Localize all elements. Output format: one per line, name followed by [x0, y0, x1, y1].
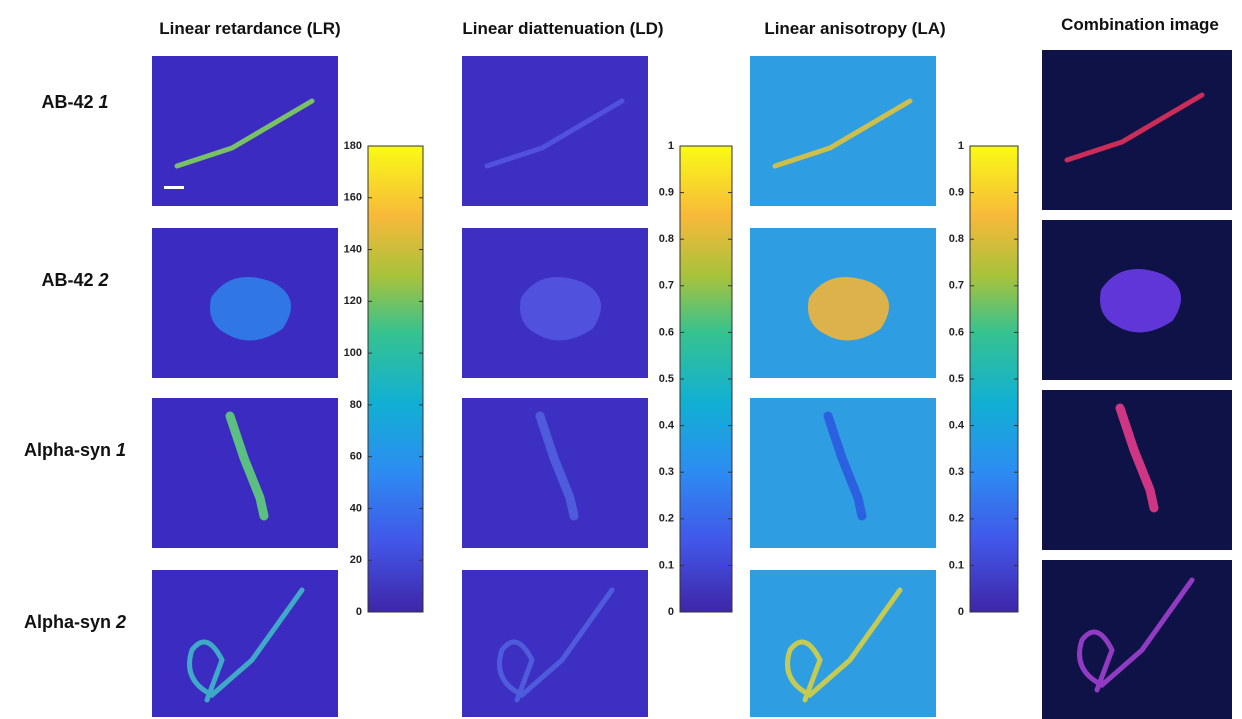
panel-background — [750, 56, 936, 206]
colorbar — [368, 146, 423, 612]
panel-background — [152, 570, 338, 717]
column-header: Linear retardance (LR) — [159, 19, 340, 38]
panel-background — [1042, 560, 1232, 719]
tick-label: 0 — [356, 606, 362, 618]
column-header: Linear diattenuation (LD) — [462, 19, 663, 38]
tick-label: 0.8 — [949, 233, 964, 245]
tick-label: 0.4 — [659, 420, 675, 432]
tick-label: 160 — [344, 192, 362, 204]
tick-label: 100 — [344, 347, 362, 359]
column-header: Linear anisotropy (LA) — [764, 19, 945, 38]
tick-label: 0 — [958, 606, 964, 618]
tick-label: 0.9 — [659, 187, 674, 199]
image-panel — [462, 228, 648, 378]
row-name: Alpha-syn — [24, 440, 111, 460]
tick-label: 0.5 — [659, 373, 674, 385]
panel-background — [750, 398, 936, 548]
tick-label: 20 — [350, 554, 362, 566]
panel-background — [462, 398, 648, 548]
tick-label: 0.8 — [659, 233, 674, 245]
image-panel — [462, 398, 648, 548]
panel-background — [1042, 390, 1232, 550]
image-panel — [1042, 560, 1232, 719]
image-panel — [1042, 50, 1232, 210]
tick-label: 1 — [668, 140, 674, 152]
image-panel — [462, 56, 648, 206]
image-panel — [152, 398, 338, 548]
row-name: AB-42 — [41, 92, 93, 112]
tick-label: 0 — [668, 606, 674, 618]
image-panel — [750, 228, 936, 378]
column-header: Combination image — [1061, 15, 1219, 34]
tick-label: 0.5 — [949, 373, 964, 385]
tick-label: 0.9 — [949, 187, 964, 199]
tick-label: 0.3 — [659, 466, 674, 478]
figure: Linear retardance (LR) Linear diattenuat… — [0, 0, 1242, 719]
image-panel — [152, 228, 338, 378]
tick-label: 40 — [350, 502, 362, 514]
tick-label: 140 — [344, 243, 362, 255]
tick-label: 0.6 — [659, 326, 674, 338]
tick-label: 0.2 — [659, 513, 674, 525]
row-index: 2 — [115, 612, 126, 632]
panel-background — [152, 398, 338, 548]
image-panel — [750, 398, 936, 548]
panel-background — [152, 56, 338, 206]
panel-background — [462, 56, 648, 206]
tick-label: 60 — [350, 451, 362, 463]
image-panel — [750, 570, 936, 717]
row-name: Alpha-syn — [24, 612, 111, 632]
tick-label: 0.7 — [949, 280, 964, 292]
panel-background — [1042, 50, 1232, 210]
image-panel — [1042, 390, 1232, 550]
row-index: 1 — [99, 92, 109, 112]
scale-bar — [164, 186, 184, 189]
image-panel — [750, 56, 936, 206]
specimen — [809, 278, 888, 339]
row-label: AB-42 1 — [41, 92, 108, 112]
row-index: 1 — [116, 440, 126, 460]
specimen — [1101, 270, 1180, 331]
tick-label: 0.3 — [949, 466, 964, 478]
tick-label: 0.2 — [949, 513, 964, 525]
colorbar — [970, 146, 1018, 612]
tick-label: 80 — [350, 399, 362, 411]
tick-label: 1 — [958, 140, 964, 152]
panel-background — [462, 570, 648, 717]
tick-label: 0.1 — [659, 559, 674, 571]
tick-label: 0.1 — [949, 559, 964, 571]
specimen — [211, 278, 290, 339]
row-name: AB-42 — [41, 270, 93, 290]
tick-label: 0.4 — [949, 420, 965, 432]
colorbar — [680, 146, 732, 612]
tick-label: 0.6 — [949, 326, 964, 338]
tick-label: 120 — [344, 295, 362, 307]
image-panel — [1042, 220, 1232, 380]
specimen — [521, 278, 600, 339]
panel-background — [750, 570, 936, 717]
tick-label: 180 — [344, 140, 362, 152]
image-panel — [152, 570, 338, 717]
page: Linear retardance (LR) Linear diattenuat… — [0, 0, 1242, 719]
image-panel — [462, 570, 648, 717]
row-index: 2 — [98, 270, 109, 290]
tick-label: 0.7 — [659, 280, 674, 292]
image-panel — [152, 56, 338, 206]
